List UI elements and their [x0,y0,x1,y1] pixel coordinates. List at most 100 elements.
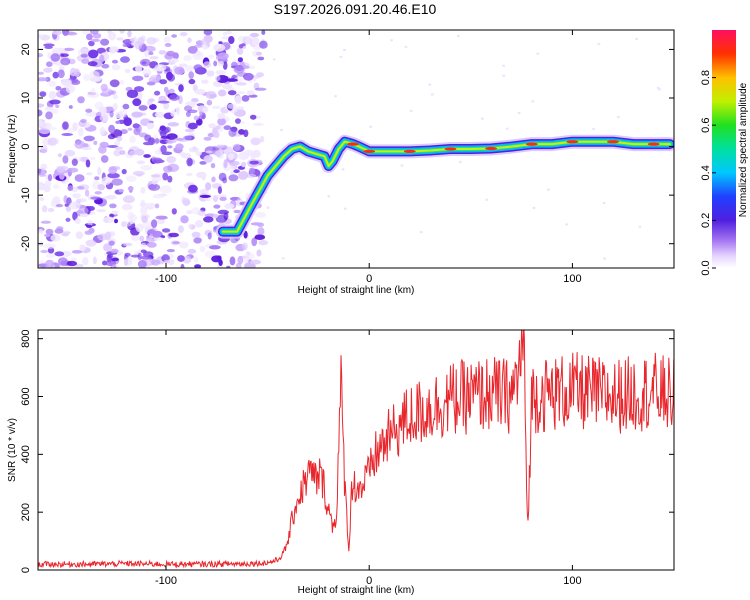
noise-blob [102,216,115,223]
noise-blob [233,143,241,151]
noise-blob [223,159,228,169]
noise-blob [55,104,60,108]
noise-blob [216,144,225,149]
noise-blob [215,70,226,75]
noise-blob [111,257,119,262]
noise-blob [178,152,186,156]
noise-blob [171,34,178,38]
noise-blob [54,228,64,234]
noise-blob [51,109,59,114]
noise-blob [160,145,167,154]
noise-blob [135,148,145,156]
noise-blob [165,139,177,144]
noise-blob [66,260,78,267]
x-tick-label: -100 [155,575,177,587]
noise-blob [154,64,167,72]
noise-blob [221,83,233,90]
noise-blob [86,172,93,176]
noise-speck [546,188,550,191]
noise-blob [48,80,57,87]
noise-blob [54,251,65,257]
noise-blob [63,231,71,235]
noise-blob [215,150,222,158]
noise-blob [237,91,245,95]
noise-blob [213,60,218,67]
noise-blob [100,38,110,46]
noise-blob [194,88,206,95]
noise-blob [136,160,146,165]
noise-speck [531,100,535,103]
noise-blob [207,232,212,240]
noise-blob [193,44,203,48]
noise-blob [258,240,269,246]
noise-blob [110,45,119,53]
noise-blob [202,107,208,113]
noise-blob [236,47,244,55]
noise-blob [175,143,184,150]
noise-blob [248,94,258,98]
noise-blob [167,145,173,149]
noise-blob [191,231,201,238]
noise-blob [62,155,69,164]
noise-blob [140,186,146,194]
noise-blob [57,69,65,79]
x-tick-label: 100 [563,575,581,587]
snr-plot-area [38,330,674,570]
noise-blob [108,240,115,246]
noise-blob [86,206,95,211]
noise-blob [209,245,221,250]
noise-blob [80,53,88,58]
noise-blob [154,111,165,118]
noise-blob [40,220,52,224]
noise-blob [72,122,78,132]
noise-blob [254,211,267,218]
noise-blob [88,227,95,234]
noise-blob [100,83,108,92]
noise-speck [536,52,540,55]
noise-blob [203,155,213,163]
noise-blob [122,195,135,204]
noise-blob [249,259,261,265]
noise-blob [126,89,139,99]
noise-blob [235,82,247,86]
noise-blob [64,149,76,157]
noise-blob [129,150,137,156]
y-tick-label: 0 [20,567,32,573]
snr-x-axis-label: Height of straight line (km) [298,585,415,596]
noise-blob [93,140,98,145]
noise-blob [111,178,123,186]
noise-blob [108,124,115,134]
noise-blob [243,72,254,81]
noise-blob [103,243,113,252]
noise-blob [138,105,148,111]
noise-blob [38,34,44,39]
noise-blob [94,176,100,181]
noise-speck [456,34,460,38]
noise-blob [217,113,226,120]
noise-blob [78,207,89,215]
noise-blob [168,232,179,238]
noise-speck [343,207,347,210]
noise-blob [38,53,44,58]
noise-blob [65,84,75,94]
noise-blob [243,129,249,138]
noise-blob [46,61,53,67]
noise-blob [50,53,61,62]
x-tick-label: 100 [563,273,581,285]
noise-blob [111,64,121,71]
noise-speck [339,55,343,59]
noise-blob [187,248,197,254]
noise-blob [211,105,221,110]
noise-blob [59,172,65,180]
noise-blob [166,156,177,164]
ridge-peak [403,149,416,153]
noise-blob [206,99,213,106]
noise-blob [158,50,167,55]
noise-blob [169,58,179,63]
noise-blob [167,122,180,127]
noise-blob [142,251,154,258]
noise-blob [146,242,157,248]
noise-blob [106,194,117,200]
noise-blob [45,259,55,268]
noise-blob [129,38,135,42]
